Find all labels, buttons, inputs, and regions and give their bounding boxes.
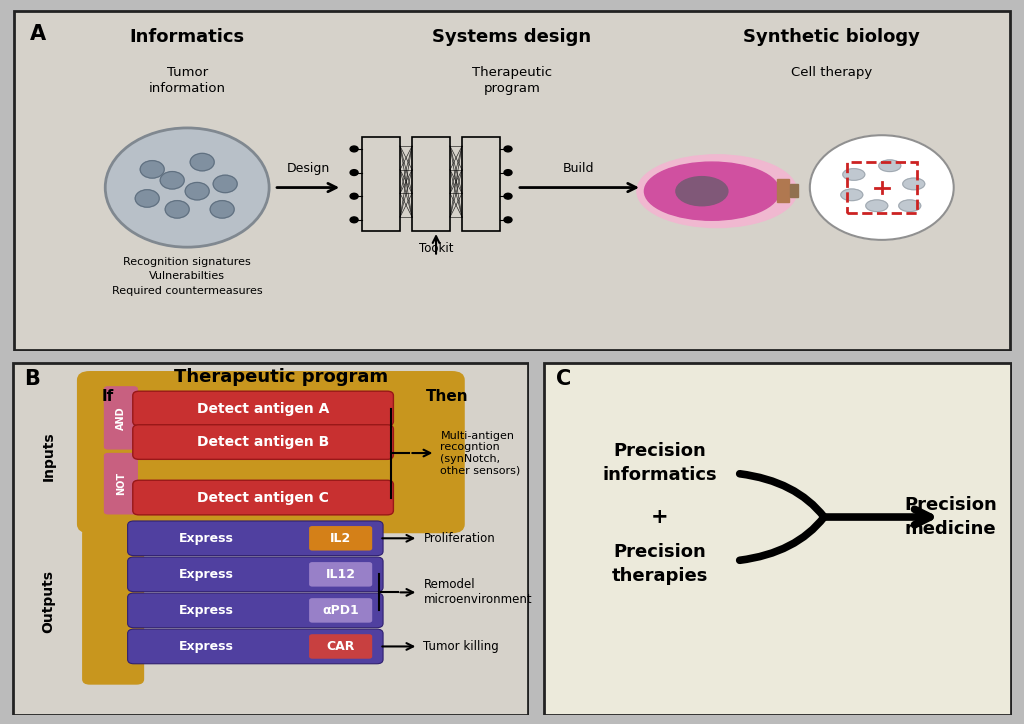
Text: C: C xyxy=(556,369,571,390)
Text: Recognition signatures
Vulnerabilties
Required countermeasures: Recognition signatures Vulnerabilties Re… xyxy=(112,256,262,296)
Circle shape xyxy=(810,135,953,240)
Text: Tumor killing: Tumor killing xyxy=(423,640,499,653)
Text: Multi-antigen
recogntion
(synNotch,
other sensors): Multi-antigen recogntion (synNotch, othe… xyxy=(440,431,521,476)
Text: Therapeutic
program: Therapeutic program xyxy=(472,66,552,95)
Circle shape xyxy=(190,153,214,171)
Text: NOT: NOT xyxy=(116,472,126,495)
Ellipse shape xyxy=(676,177,728,206)
Ellipse shape xyxy=(879,160,901,172)
Ellipse shape xyxy=(644,162,779,220)
Text: Informatics: Informatics xyxy=(130,28,245,46)
Text: Express: Express xyxy=(179,640,233,653)
Text: Precision
medicine: Precision medicine xyxy=(904,496,997,538)
FancyBboxPatch shape xyxy=(133,391,393,426)
Text: Synthetic biology: Synthetic biology xyxy=(743,28,921,46)
Text: Express: Express xyxy=(179,568,233,581)
Ellipse shape xyxy=(843,169,865,180)
Circle shape xyxy=(504,146,512,152)
FancyBboxPatch shape xyxy=(133,480,393,515)
Text: B: B xyxy=(24,369,40,390)
FancyBboxPatch shape xyxy=(133,425,393,459)
Text: IL2: IL2 xyxy=(330,532,351,544)
Text: αPD1: αPD1 xyxy=(323,604,359,617)
Text: AND: AND xyxy=(116,406,126,429)
Bar xyxy=(362,137,400,231)
Circle shape xyxy=(504,169,512,175)
Text: Outputs: Outputs xyxy=(42,571,55,634)
FancyBboxPatch shape xyxy=(309,598,372,623)
Circle shape xyxy=(210,201,234,218)
Text: Design: Design xyxy=(287,162,330,175)
Circle shape xyxy=(135,190,159,207)
Bar xyxy=(790,184,798,197)
Text: Proliferation: Proliferation xyxy=(423,532,496,544)
FancyBboxPatch shape xyxy=(309,562,372,586)
Text: Precision
informatics: Precision informatics xyxy=(603,442,717,484)
Circle shape xyxy=(350,169,358,175)
Text: Cell therapy: Cell therapy xyxy=(792,66,872,79)
Circle shape xyxy=(160,172,184,189)
Text: If: If xyxy=(101,389,114,404)
FancyBboxPatch shape xyxy=(14,11,1010,350)
Bar xyxy=(847,162,916,213)
Bar xyxy=(777,179,788,202)
Ellipse shape xyxy=(899,200,921,211)
Text: IL12: IL12 xyxy=(326,568,355,581)
FancyBboxPatch shape xyxy=(103,452,138,515)
Text: Express: Express xyxy=(179,532,233,544)
FancyBboxPatch shape xyxy=(82,528,144,685)
Bar xyxy=(462,137,500,231)
Circle shape xyxy=(504,217,512,223)
Text: Detect antigen C: Detect antigen C xyxy=(198,491,329,505)
FancyBboxPatch shape xyxy=(128,557,383,592)
Text: Systems design: Systems design xyxy=(432,28,592,46)
Text: Then: Then xyxy=(426,389,469,404)
Circle shape xyxy=(185,182,209,200)
FancyBboxPatch shape xyxy=(103,386,138,450)
Circle shape xyxy=(350,146,358,152)
Text: Build: Build xyxy=(563,162,595,175)
Bar xyxy=(412,137,450,231)
Circle shape xyxy=(105,128,269,247)
Text: Remodel
microenvironment: Remodel microenvironment xyxy=(423,578,532,607)
Circle shape xyxy=(350,193,358,199)
Circle shape xyxy=(504,193,512,199)
Text: Inputs: Inputs xyxy=(42,431,55,481)
Text: Therapeutic program: Therapeutic program xyxy=(174,369,388,387)
Circle shape xyxy=(165,201,189,218)
Text: Precision
therapies: Precision therapies xyxy=(611,543,709,585)
Ellipse shape xyxy=(903,178,925,190)
FancyBboxPatch shape xyxy=(128,593,383,628)
FancyBboxPatch shape xyxy=(544,363,1011,715)
FancyBboxPatch shape xyxy=(13,363,528,715)
FancyBboxPatch shape xyxy=(309,634,372,659)
Circle shape xyxy=(213,175,238,193)
FancyBboxPatch shape xyxy=(128,521,383,555)
FancyBboxPatch shape xyxy=(77,371,465,534)
Ellipse shape xyxy=(841,189,863,201)
Text: CAR: CAR xyxy=(327,640,355,653)
Ellipse shape xyxy=(866,200,888,211)
Circle shape xyxy=(140,161,164,178)
FancyBboxPatch shape xyxy=(309,526,372,550)
Text: Express: Express xyxy=(179,604,233,617)
Text: +: + xyxy=(651,507,669,527)
FancyBboxPatch shape xyxy=(128,629,383,664)
Ellipse shape xyxy=(637,155,797,227)
Text: Detect antigen B: Detect antigen B xyxy=(197,435,330,449)
Text: A: A xyxy=(31,24,46,44)
Text: Detect antigen A: Detect antigen A xyxy=(197,402,330,416)
Text: Tookit: Tookit xyxy=(419,242,454,255)
Circle shape xyxy=(350,217,358,223)
Text: Tumor
information: Tumor information xyxy=(148,66,225,95)
